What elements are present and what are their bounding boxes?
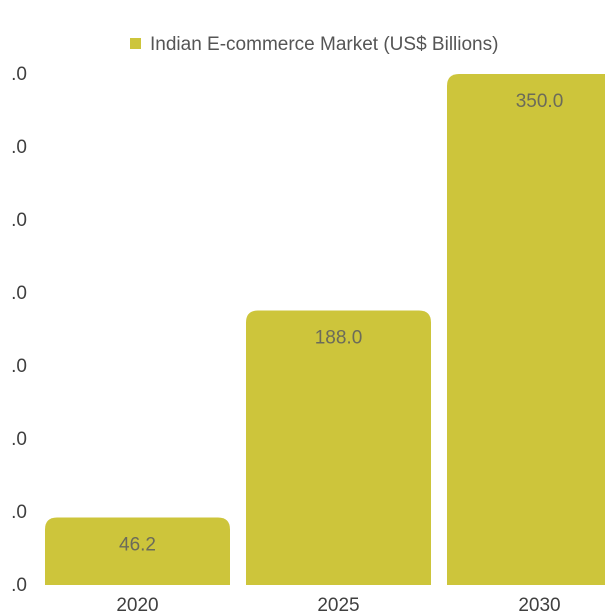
- x-axis-tick-labels: 2020 2025 2030: [116, 595, 560, 614]
- legend-swatch: [130, 38, 141, 49]
- y-tick-label: .0: [11, 575, 27, 596]
- bar-data-labels: 46.2 188.0 350.0: [119, 91, 563, 556]
- y-tick-label: .0: [11, 283, 27, 304]
- y-tick-label: .0: [11, 210, 27, 231]
- data-label-2030: 350.0: [516, 91, 564, 112]
- data-label-2025: 188.0: [315, 328, 363, 349]
- x-tick-label-2030: 2030: [518, 595, 560, 614]
- data-label-2020: 46.2: [119, 535, 156, 556]
- bar-2020: [45, 517, 230, 585]
- y-tick-label: .0: [11, 64, 27, 85]
- y-axis-tick-labels: .0 .0 .0 .0 .0 .0 .0 .0: [11, 64, 27, 596]
- x-tick-label-2020: 2020: [116, 595, 158, 614]
- legend: Indian E-commerce Market (US$ Billions): [130, 34, 498, 55]
- y-tick-label: .0: [11, 502, 27, 523]
- y-tick-label: .0: [11, 429, 27, 450]
- bars: [45, 74, 605, 585]
- legend-label: Indian E-commerce Market (US$ Billions): [150, 34, 498, 55]
- bar-2030: [447, 74, 605, 585]
- y-tick-label: .0: [11, 356, 27, 377]
- y-tick-label: .0: [11, 137, 27, 158]
- bar-2025: [246, 310, 431, 585]
- x-tick-label-2025: 2025: [317, 595, 359, 614]
